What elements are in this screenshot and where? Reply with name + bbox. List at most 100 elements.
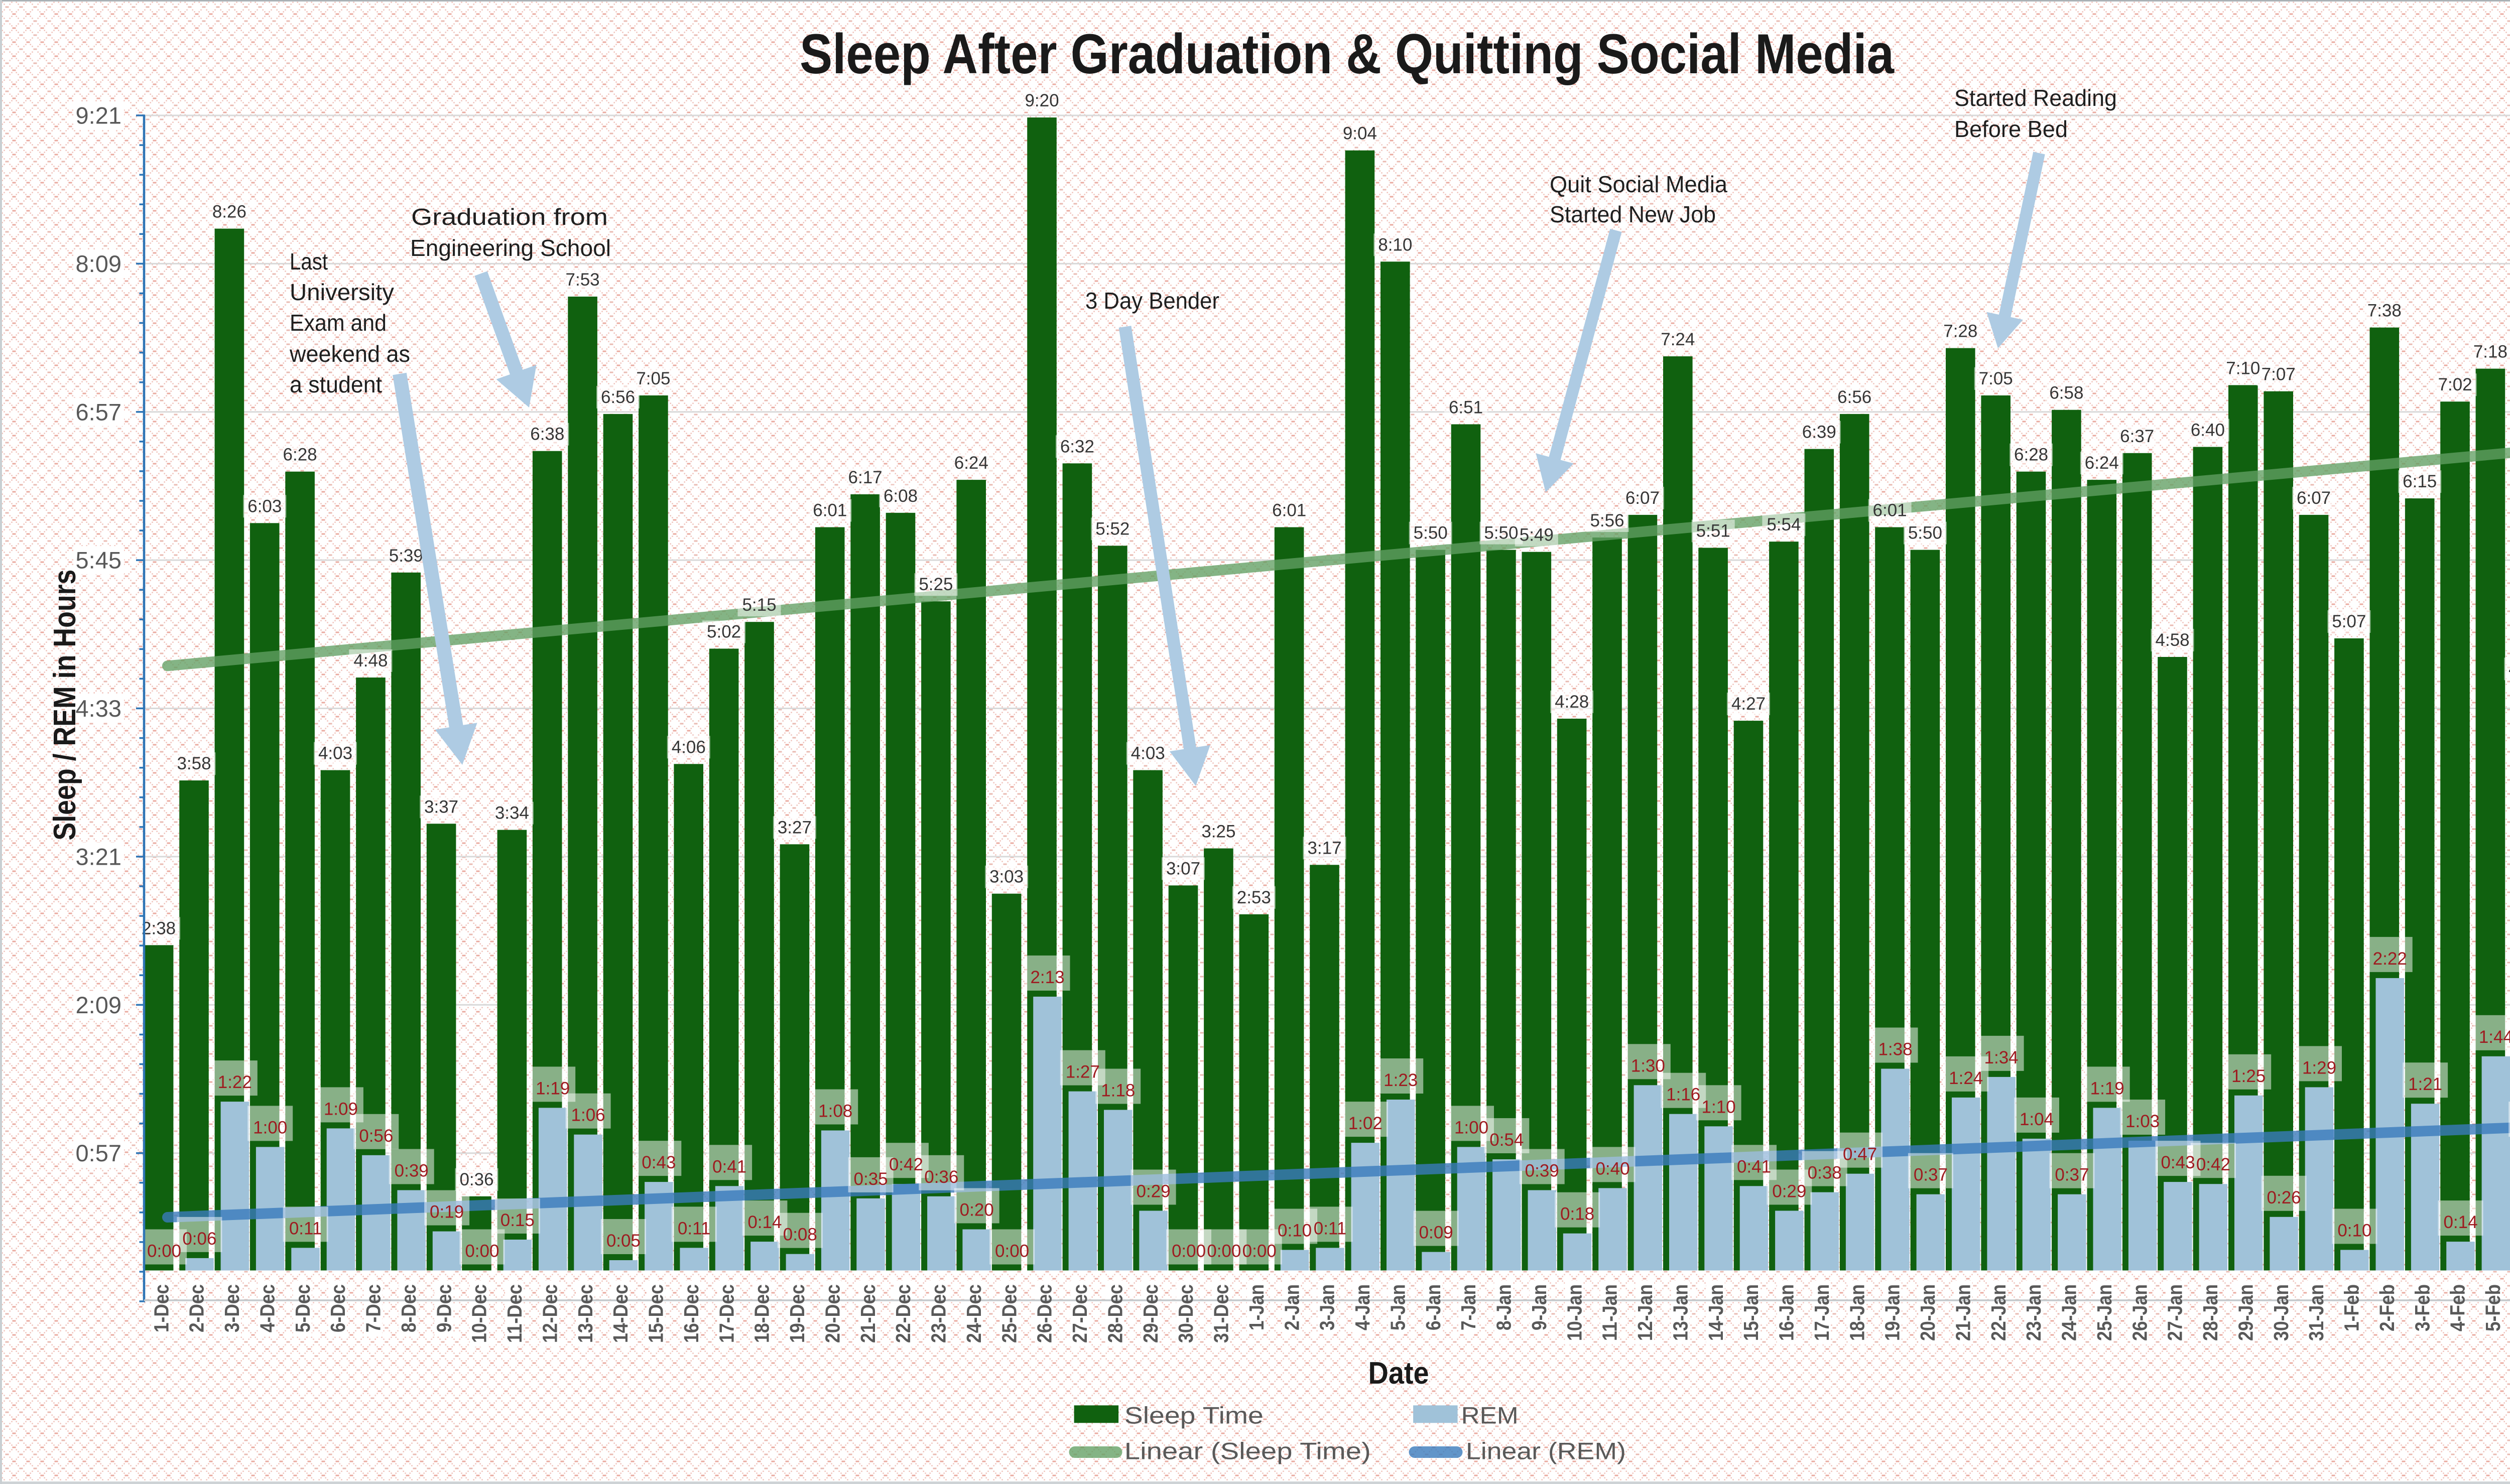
svg-text:18-Jan: 18-Jan (1845, 1284, 1868, 1341)
svg-text:0:37: 0:37 (1914, 1165, 1948, 1185)
svg-text:17-Jan: 17-Jan (1810, 1284, 1833, 1341)
svg-text:Linear (Sleep Time): Linear (Sleep Time) (1124, 1437, 1371, 1464)
svg-text:31-Jan: 31-Jan (2305, 1284, 2328, 1341)
svg-text:2:09: 2:09 (76, 992, 121, 1018)
svg-text:5:25: 5:25 (919, 575, 953, 594)
svg-text:4:33: 4:33 (76, 695, 121, 722)
svg-text:3:17: 3:17 (1307, 838, 1341, 858)
svg-text:15-Dec: 15-Dec (645, 1284, 668, 1343)
svg-text:1:22: 1:22 (218, 1072, 252, 1092)
svg-text:0:43: 0:43 (642, 1153, 676, 1172)
svg-text:1:23: 1:23 (1384, 1070, 1418, 1090)
svg-text:3-Dec: 3-Dec (220, 1284, 243, 1332)
svg-text:20-Dec: 20-Dec (821, 1284, 844, 1343)
svg-text:4-Feb: 4-Feb (2446, 1284, 2469, 1331)
svg-text:5:51: 5:51 (1696, 521, 1730, 541)
svg-text:0:35: 0:35 (854, 1169, 888, 1189)
svg-text:6:01: 6:01 (813, 501, 847, 520)
svg-text:21-Jan: 21-Jan (1952, 1284, 1975, 1341)
svg-text:22-Dec: 22-Dec (892, 1284, 915, 1343)
svg-text:13-Jan: 13-Jan (1669, 1284, 1692, 1341)
svg-text:0:15: 0:15 (500, 1210, 535, 1230)
svg-text:6:07: 6:07 (2297, 488, 2331, 508)
svg-text:weekend as: weekend as (289, 341, 410, 367)
svg-text:8:26: 8:26 (212, 202, 246, 222)
svg-text:0:36: 0:36 (459, 1170, 493, 1189)
svg-text:0:18: 0:18 (1560, 1204, 1594, 1224)
svg-text:0:00: 0:00 (995, 1242, 1029, 1261)
svg-text:6:37: 6:37 (2120, 427, 2154, 446)
svg-text:6:28: 6:28 (2014, 445, 2048, 465)
svg-text:11-Jan: 11-Jan (1598, 1284, 1621, 1341)
svg-text:1:18: 1:18 (1101, 1081, 1135, 1101)
svg-text:6:01: 6:01 (1873, 501, 1907, 520)
svg-text:7-Jan: 7-Jan (1457, 1284, 1480, 1330)
svg-text:0:39: 0:39 (1525, 1161, 1559, 1181)
svg-text:0:40: 0:40 (1595, 1159, 1629, 1178)
svg-text:REM: REM (1461, 1402, 1519, 1429)
svg-text:29-Dec: 29-Dec (1139, 1284, 1162, 1343)
svg-text:7:18: 7:18 (2473, 342, 2507, 362)
svg-text:2:13: 2:13 (1030, 968, 1064, 987)
svg-text:0:57: 0:57 (76, 1140, 121, 1166)
svg-text:4:27: 4:27 (1731, 694, 1766, 714)
svg-text:Date: Date (1368, 1356, 1429, 1391)
svg-text:6:56: 6:56 (601, 387, 635, 407)
svg-text:0:43: 0:43 (2161, 1153, 2195, 1172)
svg-text:3-Feb: 3-Feb (2411, 1284, 2434, 1331)
svg-text:1:03: 1:03 (2125, 1112, 2160, 1131)
svg-text:6:40: 6:40 (2191, 421, 2225, 440)
svg-text:7:05: 7:05 (636, 369, 670, 388)
svg-text:0:39: 0:39 (395, 1161, 429, 1181)
svg-text:1:21: 1:21 (2408, 1074, 2442, 1094)
svg-text:1:00: 1:00 (253, 1118, 287, 1137)
svg-text:5:52: 5:52 (1095, 519, 1130, 538)
svg-text:12-Jan: 12-Jan (1634, 1284, 1657, 1341)
svg-text:3 Day Bender: 3 Day Bender (1085, 288, 1219, 314)
svg-text:6:51: 6:51 (1449, 397, 1483, 417)
svg-text:0:37: 0:37 (2055, 1165, 2089, 1185)
svg-text:Started Reading: Started Reading (1954, 85, 2117, 111)
svg-text:4:28: 4:28 (1555, 692, 1589, 712)
svg-text:3:25: 3:25 (1201, 822, 1235, 842)
svg-text:8-Dec: 8-Dec (397, 1284, 420, 1332)
svg-text:11-Dec: 11-Dec (503, 1284, 526, 1343)
svg-text:6:56: 6:56 (1837, 387, 1871, 407)
svg-text:1-Jan: 1-Jan (1245, 1284, 1268, 1330)
svg-text:7:10: 7:10 (2226, 358, 2260, 378)
svg-text:1:19: 1:19 (2090, 1078, 2124, 1098)
svg-text:0:11: 0:11 (678, 1219, 711, 1238)
svg-text:4-Jan: 4-Jan (1351, 1284, 1374, 1330)
svg-text:24-Dec: 24-Dec (962, 1284, 985, 1343)
svg-text:3:07: 3:07 (1166, 859, 1200, 878)
svg-text:23-Dec: 23-Dec (927, 1284, 950, 1343)
svg-text:1-Dec: 1-Dec (150, 1284, 173, 1332)
svg-text:6:01: 6:01 (1272, 501, 1306, 520)
svg-text:3:27: 3:27 (778, 818, 812, 837)
svg-text:25-Dec: 25-Dec (997, 1284, 1021, 1343)
svg-text:1:08: 1:08 (818, 1102, 852, 1121)
svg-text:4-Dec: 4-Dec (256, 1284, 279, 1332)
svg-text:5:56: 5:56 (1590, 511, 1624, 530)
svg-text:1:25: 1:25 (2231, 1066, 2266, 1086)
svg-text:5-Jan: 5-Jan (1387, 1284, 1410, 1330)
svg-text:19-Jan: 19-Jan (1881, 1284, 1904, 1341)
svg-text:7:24: 7:24 (1661, 330, 1695, 349)
svg-text:Sleep / REM in Hours: Sleep / REM in Hours (48, 570, 82, 841)
svg-text:8:09: 8:09 (76, 250, 121, 277)
svg-text:0:20: 0:20 (960, 1200, 994, 1220)
svg-text:6:08: 6:08 (884, 486, 918, 506)
svg-text:7:02: 7:02 (2438, 375, 2472, 394)
svg-text:4:44: 4:44 (2508, 659, 2510, 679)
svg-text:5:50: 5:50 (1484, 523, 1518, 543)
svg-text:5:50: 5:50 (1414, 523, 1448, 543)
svg-text:1:30: 1:30 (1631, 1056, 1665, 1075)
svg-text:9:21: 9:21 (76, 102, 121, 129)
svg-text:16-Dec: 16-Dec (680, 1284, 703, 1343)
svg-text:1:27: 1:27 (1066, 1062, 1100, 1082)
svg-text:14-Dec: 14-Dec (609, 1284, 632, 1343)
svg-text:6:03: 6:03 (247, 496, 282, 516)
svg-text:13-Dec: 13-Dec (574, 1284, 597, 1343)
svg-text:5:49: 5:49 (1520, 525, 1554, 545)
svg-text:31-Dec: 31-Dec (1210, 1284, 1233, 1343)
